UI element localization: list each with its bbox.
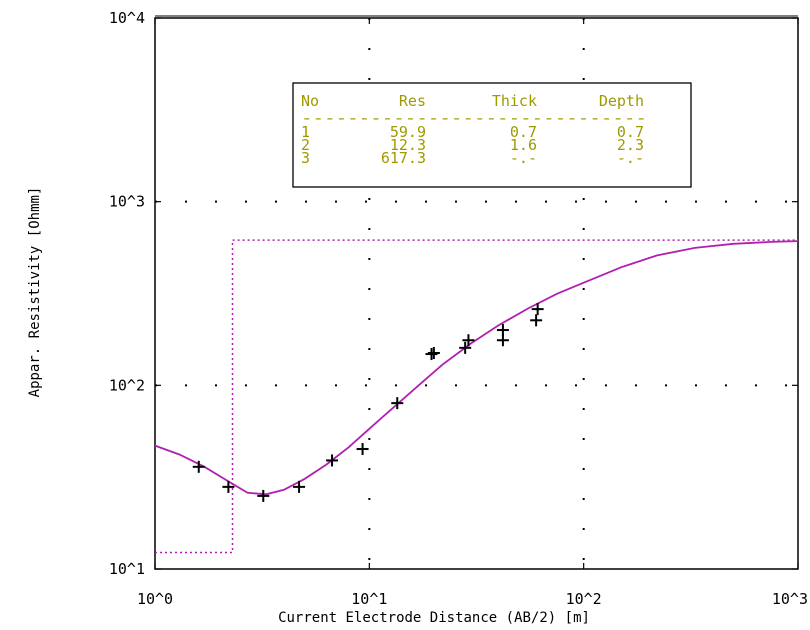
y-tick-label: 10^3 — [109, 193, 145, 211]
table-cell-res: 12.3 — [390, 136, 426, 154]
table-cell-no: 3 — [301, 149, 310, 167]
data-point-marker — [462, 334, 475, 347]
data-point-marker — [326, 454, 339, 467]
x-tick-labels: 10^0 10^1 10^2 10^3 — [137, 590, 808, 608]
x-tick-label: 10^2 — [566, 590, 602, 608]
table-cell-depth: 0.7 — [617, 123, 644, 141]
axis-ticks — [154, 17, 799, 570]
table-header-no: No — [301, 92, 319, 110]
layer-model-step — [155, 239, 798, 554]
layer-table-box — [292, 82, 692, 188]
y-tick-label: 10^4 — [109, 9, 145, 27]
plot-frame — [154, 17, 799, 570]
data-point-marker — [425, 348, 438, 361]
measured-points — [192, 303, 544, 502]
y-tick-labels: 10^1 10^2 10^3 10^4 — [109, 9, 145, 578]
data-point-marker — [293, 480, 306, 493]
table-cell-depth: 2.3 — [617, 136, 644, 154]
table-cell-res: 617.3 — [381, 149, 426, 167]
table-cell-thick: -.- — [510, 149, 537, 167]
x-axis-title: Current Electrode Distance (AB/2) [m] — [278, 610, 590, 626]
data-point-marker — [496, 334, 509, 347]
table-cell-thick: 1.6 — [510, 136, 537, 154]
x-tick-label: 10^1 — [351, 590, 387, 608]
data-point-marker — [391, 397, 404, 410]
y-tick-label: 10^1 — [109, 560, 145, 578]
table-cell-no: 1 — [301, 123, 310, 141]
table-cell-no: 2 — [301, 136, 310, 154]
data-point-marker — [459, 341, 472, 354]
table-header-depth: Depth — [599, 92, 644, 110]
table-header-res: Res — [399, 92, 426, 110]
data-point-marker — [222, 480, 235, 493]
x-tick-label: 10^0 — [137, 590, 173, 608]
data-point-marker — [530, 314, 543, 327]
data-point-marker — [257, 489, 270, 502]
x-tick-label: 10^3 — [772, 590, 808, 608]
table-cell-res: 59.9 — [390, 123, 426, 141]
data-point-marker — [531, 303, 544, 316]
data-point-marker — [356, 443, 369, 456]
table-separator: ------------------------------ — [301, 109, 647, 127]
table-rows: 1 59.9 0.7 0.7 2 12.3 1.6 2.3 3 617.3 -.- -.- — [301, 123, 644, 167]
table-cell-thick: 0.7 — [510, 123, 537, 141]
y-axis-title: Appar. Resistivity [Ohmm] — [27, 187, 43, 398]
y-tick-label: 10^2 — [109, 376, 145, 394]
table-header-thick: Thick — [492, 92, 537, 110]
data-point-marker — [496, 324, 509, 337]
model-curve — [154, 240, 799, 496]
data-point-marker — [427, 346, 440, 359]
data-point-marker — [192, 460, 205, 473]
table-cell-depth: -.- — [617, 149, 644, 167]
layer-table: No Res Thick Depth ---------------------… — [292, 82, 692, 188]
